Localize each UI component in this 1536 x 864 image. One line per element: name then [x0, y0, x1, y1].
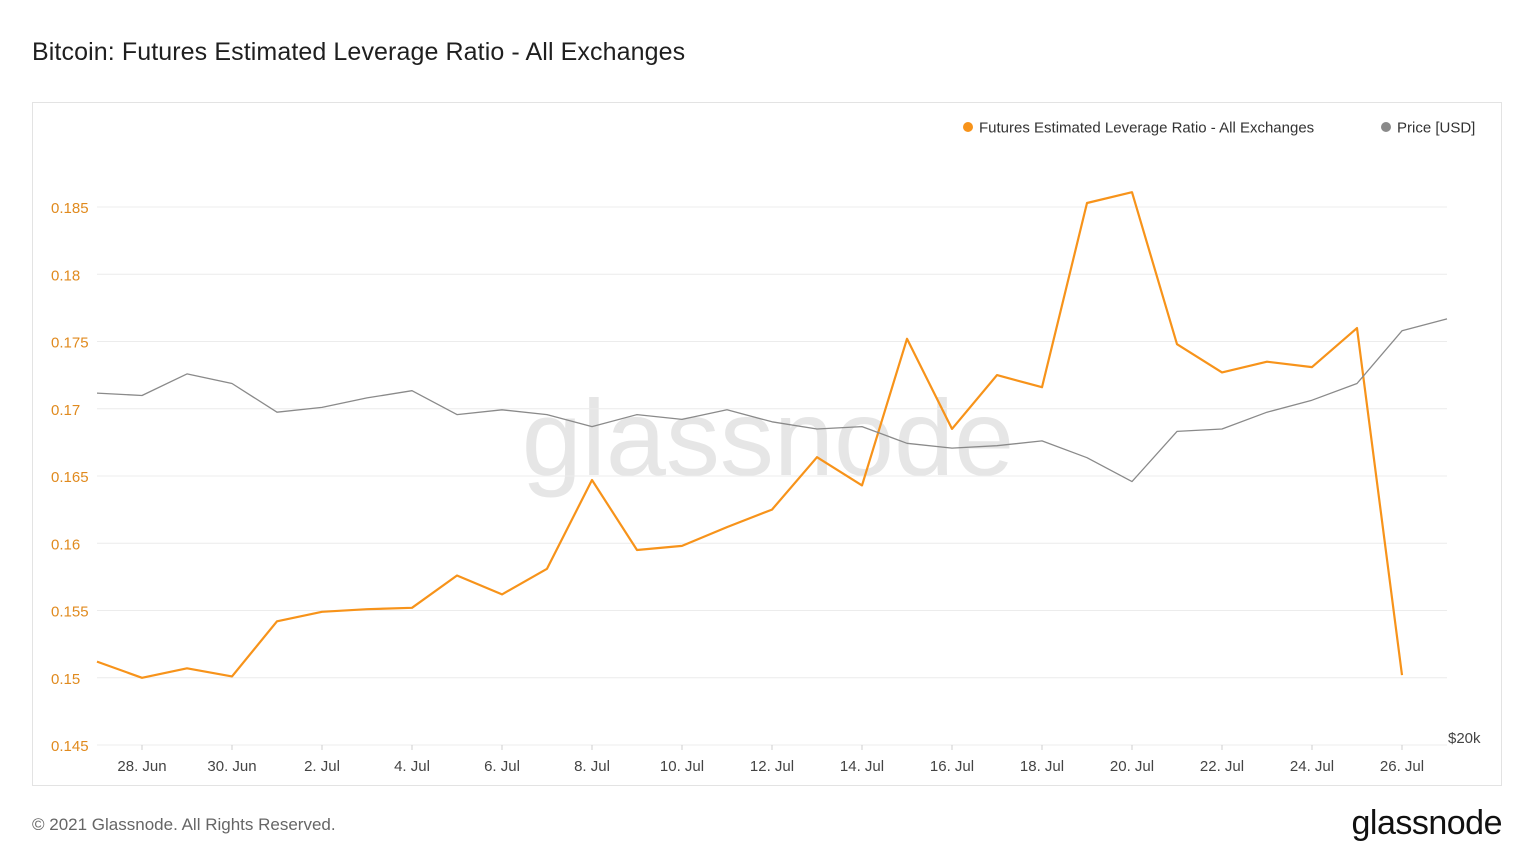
y-left-tick-label: 0.18	[51, 267, 80, 284]
x-tick-label: 14. Jul	[840, 758, 884, 775]
x-tick-label: 10. Jul	[660, 758, 704, 775]
x-tick-label: 24. Jul	[1290, 758, 1334, 775]
legend-item-price[interactable]: Price [USD]	[1381, 120, 1475, 137]
y-left-tick-label: 0.15	[51, 671, 80, 688]
x-tick-label: 26. Jul	[1380, 758, 1424, 775]
x-tick-label: 2. Jul	[304, 758, 340, 775]
x-tick-label: 6. Jul	[484, 758, 520, 775]
legend-label: Futures Estimated Leverage Ratio - All E…	[979, 120, 1314, 137]
copyright-text: © 2021 Glassnode. All Rights Reserved.	[32, 815, 336, 834]
glassnode-logo[interactable]: glassnode	[1351, 804, 1502, 842]
line-chart[interactable]: glassnode 0.145 0.15 0.155 0.16 0.165 0.17 0.17…	[33, 103, 1503, 787]
y-left-tick-label: 0.165	[51, 469, 89, 486]
y-left-tick-label: 0.175	[51, 335, 89, 352]
legend-item-leverage[interactable]: Futures Estimated Leverage Ratio - All E…	[963, 120, 1314, 137]
x-tick-label: 18. Jul	[1020, 758, 1064, 775]
y-left-tick-label: 0.155	[51, 604, 89, 621]
chart-title: Bitcoin: Futures Estimated Leverage Rati…	[32, 38, 686, 66]
legend-dot-icon	[963, 122, 973, 132]
x-tick-label: 4. Jul	[394, 758, 430, 775]
x-tick-label: 20. Jul	[1110, 758, 1154, 775]
y-left-tick-label: 0.145	[51, 738, 89, 755]
x-tick-label: 12. Jul	[750, 758, 794, 775]
x-tick-label: 16. Jul	[930, 758, 974, 775]
y-left-tick-label: 0.185	[51, 200, 89, 217]
legend-label: Price [USD]	[1397, 120, 1475, 137]
x-tick-label: 8. Jul	[574, 758, 610, 775]
y-right-tick-label: $20k	[1448, 730, 1481, 747]
x-tick-label: 28. Jun	[117, 758, 166, 775]
x-tick-label: 30. Jun	[207, 758, 256, 775]
x-tick-label: 22. Jul	[1200, 758, 1244, 775]
chart-frame: glassnode 0.145 0.15 0.155 0.16 0.165 0.17 0.17…	[32, 102, 1502, 786]
watermark-text: glassnode	[522, 377, 1014, 498]
y-left-tick-label: 0.16	[51, 536, 80, 553]
price-series-line[interactable]	[96, 318, 1448, 483]
legend-dot-icon	[1381, 122, 1391, 132]
leverage-series-line[interactable]	[96, 191, 1404, 679]
y-left-tick-label: 0.17	[51, 402, 80, 419]
